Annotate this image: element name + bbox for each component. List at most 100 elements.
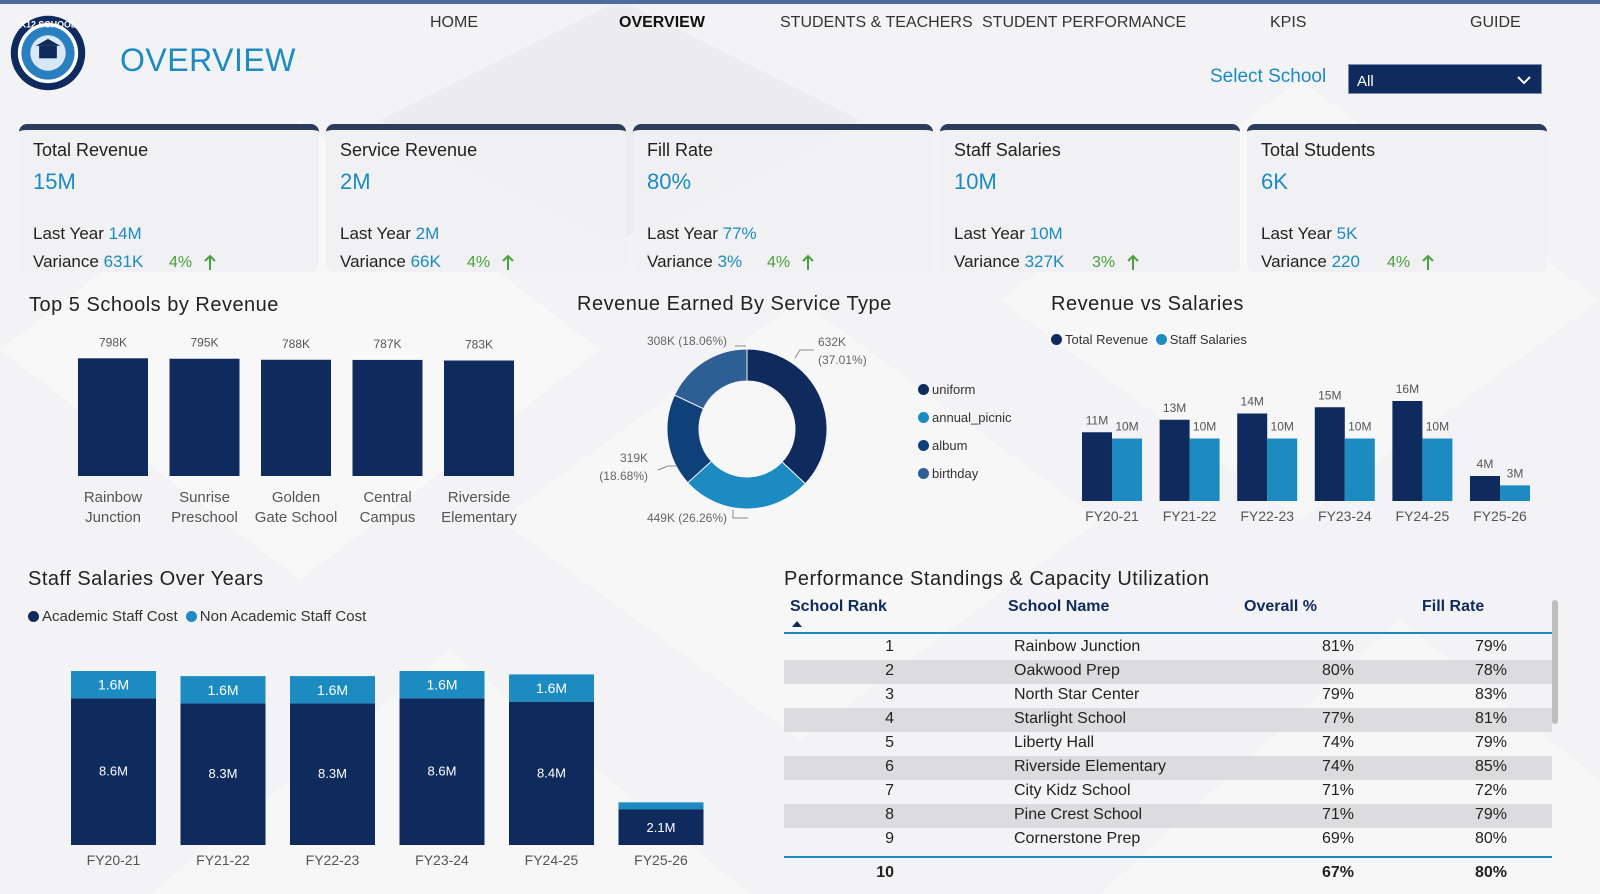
rank-cell: 10: [876, 864, 894, 881]
top5-data-label: 787K: [373, 337, 401, 351]
legend-dot: [1155, 334, 1167, 345]
col-header-overall[interactable]: Overall %: [1244, 598, 1317, 615]
donut-leader-line: [657, 465, 677, 471]
nav-students-teachers[interactable]: STUDENTS & TEACHERS: [780, 14, 973, 31]
kpi-variance-value: 631K: [103, 252, 144, 271]
overall-cell: 74%: [1321, 758, 1354, 775]
revsal-data-label: 13M: [1163, 401, 1186, 415]
table-row[interactable]: 7 City Kidz School 71% 72%: [784, 780, 1552, 804]
top5-category-label: Junction: [85, 509, 141, 526]
legend-label: Non Academic Staff Cost: [199, 608, 367, 625]
academic-cost-bar: [618, 809, 704, 845]
select-school-label: Select School: [1210, 66, 1327, 87]
kpi-card-fill-rate: Fill Rate 80% Last Year 77% Variance 3% …: [633, 124, 933, 272]
legend-dot: [918, 440, 929, 451]
salary-bar: [1422, 438, 1453, 501]
revsal-category-label: FY20-21: [1085, 508, 1139, 524]
top5-category-label: Sunrise: [179, 489, 230, 506]
kpi-variance-label: Variance: [954, 252, 1020, 271]
academic-cost-bar: [509, 701, 594, 845]
legend-label: annual_picnic: [932, 410, 1012, 425]
col-header-fill-rate[interactable]: Fill Rate: [1422, 598, 1485, 615]
academic-data-label: 8.6M: [428, 764, 457, 779]
revenue-bar: [1082, 432, 1112, 501]
revsal-category-label: FY25-26: [1473, 508, 1527, 524]
top5-category-label: Central: [363, 489, 411, 506]
table-row[interactable]: 6 Riverside Elementary 74% 85%: [784, 756, 1552, 780]
legend-label: album: [932, 438, 968, 453]
non-academic-data-label: 1.6M: [426, 677, 457, 693]
legend-label: Total Revenue: [1065, 332, 1149, 347]
table-row[interactable]: 3 North Star Center 79% 83%: [784, 684, 1552, 708]
overall-cell: 71%: [1321, 782, 1354, 799]
kpi-value: 10M: [954, 169, 997, 194]
staff-legend: Academic Staff Cost Non Academic Staff C…: [28, 608, 366, 625]
nav-student-performance[interactable]: STUDENT PERFORMANCE: [982, 14, 1187, 31]
fill-rate-cell: 79%: [1474, 734, 1507, 751]
arrow-up-icon: [802, 254, 814, 270]
nav-home[interactable]: HOME: [430, 14, 478, 31]
revsal-category-label: FY21-22: [1163, 508, 1217, 524]
revenue-bar: [1392, 401, 1423, 501]
fill-rate-cell: 80%: [1474, 864, 1507, 881]
table-row[interactable]: 4 Starlight School 77% 81%: [784, 708, 1552, 732]
academic-data-label: 8.3M: [318, 766, 347, 781]
nav-kpis[interactable]: KPIS: [1270, 14, 1307, 31]
school-name-cell: Pine Crest School: [1014, 806, 1143, 823]
kpi-card-total-students: Total Students 6K Last Year 5K Variance …: [1247, 124, 1547, 272]
top5-bar: [444, 360, 514, 476]
school-select[interactable]: All: [1348, 64, 1542, 94]
top5-category-label: Campus: [360, 509, 416, 526]
kpi-value: 15M: [33, 169, 76, 194]
header-divider: [784, 632, 1552, 634]
school-logo: K12 SCHOOL: [10, 15, 86, 91]
kpi-variance-label: Variance: [340, 252, 406, 271]
table-row[interactable]: 5 Liberty Hall 74% 79%: [784, 732, 1552, 756]
donut-leader-line: [732, 510, 748, 519]
donut-leader-line: [794, 349, 814, 359]
school-name-cell: Rainbow Junction: [1014, 638, 1141, 655]
donut-data-label: 449K (26.26%): [647, 511, 727, 525]
staff-category-label: FY22-23: [306, 852, 360, 868]
table-row[interactable]: 8 Pine Crest School 71% 79%: [784, 804, 1552, 828]
non-academic-cost-bar: [180, 676, 266, 704]
col-header-rank[interactable]: School Rank: [790, 598, 887, 615]
school-select-value: All: [1357, 73, 1374, 90]
donut-slice-annual-picnic: [686, 460, 807, 510]
revsal-data-label: 11M: [1086, 413, 1108, 427]
legend-dot: [185, 611, 197, 622]
table-row[interactable]: 9 Cornerstone Prep 69% 80%: [784, 828, 1552, 852]
donut-data-label: 308K (18.06%): [647, 334, 727, 348]
academic-data-label: 8.4M: [537, 765, 566, 780]
table-total-row[interactable]: 10 67% 80%: [784, 862, 1552, 886]
academic-cost-bar: [290, 703, 375, 845]
page-title: OVERVIEW: [120, 42, 296, 78]
non-academic-cost-bar: [71, 671, 156, 699]
legend-dot: [28, 611, 39, 622]
kpi-variance-pct: 3%: [1092, 254, 1116, 271]
donut-data-label: 319K: [620, 451, 648, 465]
non-academic-data-label: 1.6M: [317, 682, 348, 698]
legend-label: Staff Salaries: [1169, 332, 1247, 347]
overall-cell: 81%: [1321, 638, 1354, 655]
kpi-title: Total Students: [1261, 140, 1376, 160]
overall-cell: 69%: [1321, 830, 1354, 847]
kpi-variance-value: 327K: [1024, 252, 1065, 271]
table-row[interactable]: 2 Oakwood Prep 80% 78%: [784, 660, 1552, 684]
kpi-last-year-value: 14M: [108, 224, 142, 243]
overall-cell: 79%: [1321, 686, 1354, 703]
revsal-data-label: 16M: [1396, 382, 1419, 396]
donut-slice-birthday: [673, 348, 748, 410]
top5-category-label: Elementary: [441, 509, 517, 526]
kpi-variance-value: 3%: [717, 252, 743, 271]
fill-rate-cell: 85%: [1474, 758, 1507, 775]
table-row[interactable]: 1 Rainbow Junction 81% 79%: [784, 636, 1552, 660]
non-academic-cost-bar: [618, 802, 704, 810]
kpi-last-year-label: Last Year: [954, 224, 1025, 243]
table-scrollbar[interactable]: [1552, 600, 1558, 724]
nav-guide[interactable]: GUIDE: [1470, 14, 1521, 31]
academic-cost-bar: [399, 698, 485, 845]
col-header-school-name[interactable]: School Name: [1008, 598, 1110, 615]
nav-overview[interactable]: OVERVIEW: [619, 14, 705, 31]
kpi-title: Fill Rate: [647, 140, 714, 160]
